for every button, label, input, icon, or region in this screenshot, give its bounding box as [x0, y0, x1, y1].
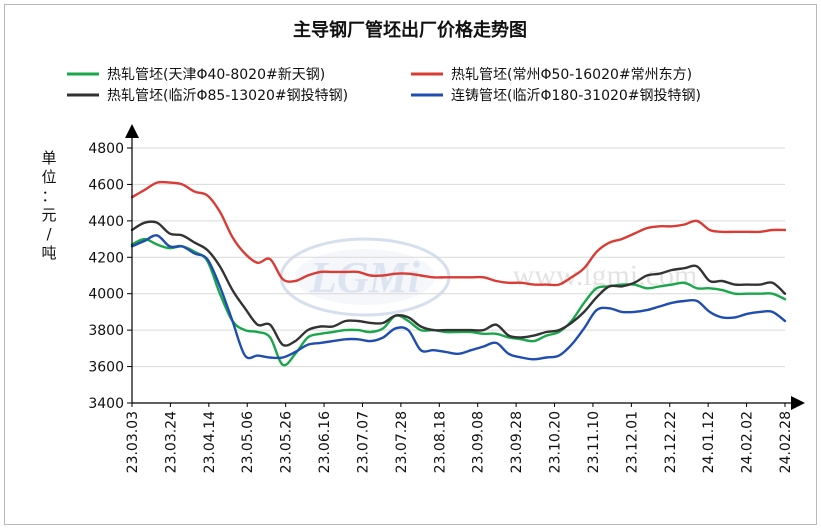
x-tick-label: 23.03.24: [163, 411, 179, 473]
legend-label: 热轧管坯(临沂Φ85-13020#钢投特钢): [107, 88, 348, 104]
y-axis-label: 单位：元/吨: [41, 149, 56, 262]
series-line: [130, 234, 787, 361]
x-tick-label: 23.04.14: [202, 411, 218, 473]
legend-label: 连铸管坯(临沂Φ180-31020#钢投特钢): [451, 88, 701, 104]
x-tick-label: 23.11.10: [586, 411, 602, 473]
legend-item: 热轧管坯(天津Φ40-8020#新天钢): [67, 67, 325, 83]
y-tick-label: 3400: [88, 396, 124, 412]
legend-item: 热轧管坯(常州Φ50-16020#常州东方): [411, 67, 692, 83]
y-tick-label: 4400: [88, 214, 124, 230]
legend-label: 热轧管坯(天津Φ40-8020#新天钢): [107, 67, 325, 83]
x-tick-label: 23.06.16: [317, 411, 333, 473]
x-tick-label: 24.02.28: [778, 411, 794, 473]
legend-item: 连铸管坯(临沂Φ180-31020#钢投特钢): [411, 88, 701, 104]
chart-title: 主导钢厂管坯出厂价格走势图: [293, 19, 527, 41]
y-tick-label: 3800: [88, 323, 124, 339]
chart-frame: 主导钢厂管坯出厂价格走势图 热轧管坯(天津Φ40-8020#新天钢) 热轧管坯(常…: [4, 4, 817, 525]
chart: 主导钢厂管坯出厂价格走势图 热轧管坯(天津Φ40-8020#新天钢) 热轧管坯(常…: [41, 19, 805, 473]
series-line: [130, 180, 787, 287]
legend: 热轧管坯(天津Φ40-8020#新天钢) 热轧管坯(常州Φ50-16020#常州东…: [67, 67, 701, 104]
y-tick-label: 4600: [88, 177, 124, 193]
x-tick-label: 23.08.18: [432, 411, 448, 473]
x-tick-label: 23.05.26: [279, 411, 295, 473]
series-line: [130, 237, 787, 367]
x-tick-label: 23.12.22: [663, 411, 679, 473]
x-tick-label: 23.09.28: [509, 411, 525, 473]
x-tick-label: 23.07.28: [394, 411, 410, 473]
legend-label: 热轧管坯(常州Φ50-16020#常州东方): [451, 67, 692, 83]
x-tick-label: 23.05.06: [240, 411, 256, 473]
x-tick-label: 23.07.07: [355, 411, 371, 473]
x-tick-label: 23.12.01: [624, 411, 640, 473]
legend-item: 热轧管坯(临沂Φ85-13020#钢投特钢): [67, 88, 348, 104]
y-tick-label: 4000: [88, 287, 124, 303]
x-tick-label: 24.02.02: [740, 411, 756, 473]
y-tick-label: 4200: [88, 250, 124, 266]
series-line: [130, 220, 787, 347]
x-tick-label: 23.10.20: [548, 411, 564, 473]
x-axis-arrow: [791, 396, 805, 410]
watermark-logo: LGMi www.lgmi.com: [279, 237, 697, 317]
y-axis-arrow: [125, 124, 139, 138]
x-tick-label: 24.01.12: [701, 411, 717, 473]
x-tick-label: 23.09.08: [471, 411, 487, 473]
svg-text:LGMi: LGMi: [309, 253, 421, 302]
x-tick-label: 23.03.03: [125, 411, 141, 473]
y-tick-label: 4800: [88, 141, 124, 157]
y-tick-label: 3600: [88, 360, 124, 376]
